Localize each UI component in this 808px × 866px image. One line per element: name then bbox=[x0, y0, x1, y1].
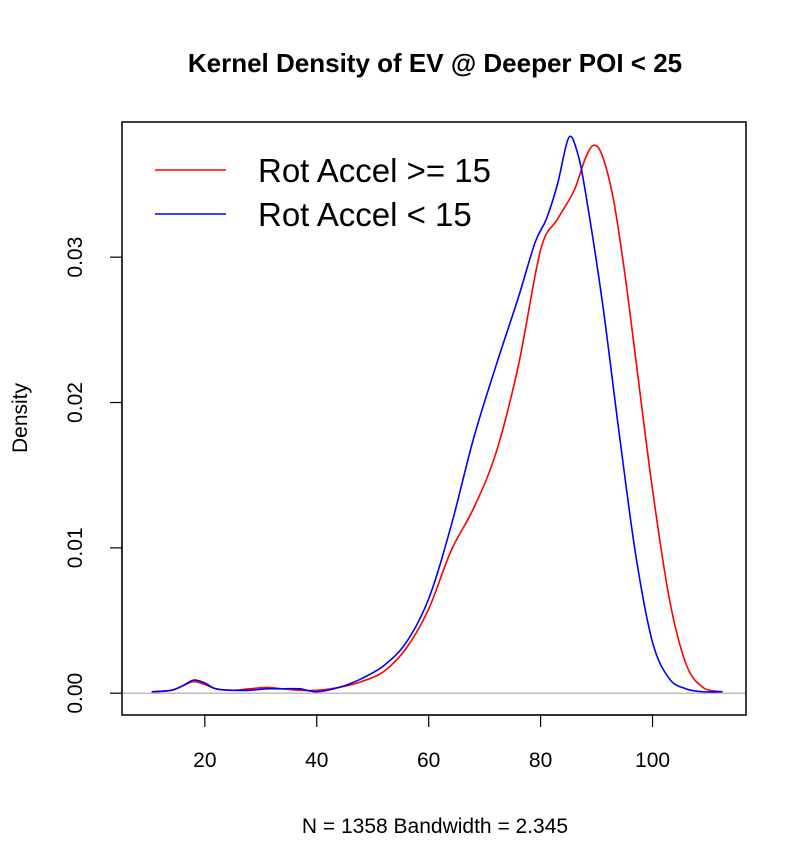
chart-title: Kernel Density of EV @ Deeper POI < 25 bbox=[188, 48, 682, 78]
series-layer bbox=[151, 135, 723, 693]
x-tick-label: 20 bbox=[193, 749, 216, 772]
y-tick-label: 0.02 bbox=[64, 382, 87, 423]
legend-label-rot-accel-ge-15: Rot Accel >= 15 bbox=[258, 152, 491, 189]
x-tick-label: 40 bbox=[305, 749, 328, 772]
x-axis-label: N = 1358 Bandwidth = 2.345 bbox=[302, 815, 568, 838]
x-tick-label: 80 bbox=[529, 749, 552, 772]
x-tick-label: 60 bbox=[417, 749, 440, 772]
y-axis-label: Density bbox=[9, 382, 32, 453]
y-tick-label: 0.00 bbox=[64, 673, 87, 714]
y-tick-label: 0.01 bbox=[64, 527, 87, 568]
plot-frame bbox=[121, 121, 747, 716]
density-curve-1 bbox=[151, 135, 723, 693]
legend: Rot Accel >= 15 Rot Accel < 15 bbox=[155, 152, 491, 233]
x-tick-label: 100 bbox=[635, 749, 670, 772]
y-tick-label: 0.03 bbox=[64, 237, 87, 278]
legend-label-rot-accel-lt-15: Rot Accel < 15 bbox=[258, 196, 472, 233]
